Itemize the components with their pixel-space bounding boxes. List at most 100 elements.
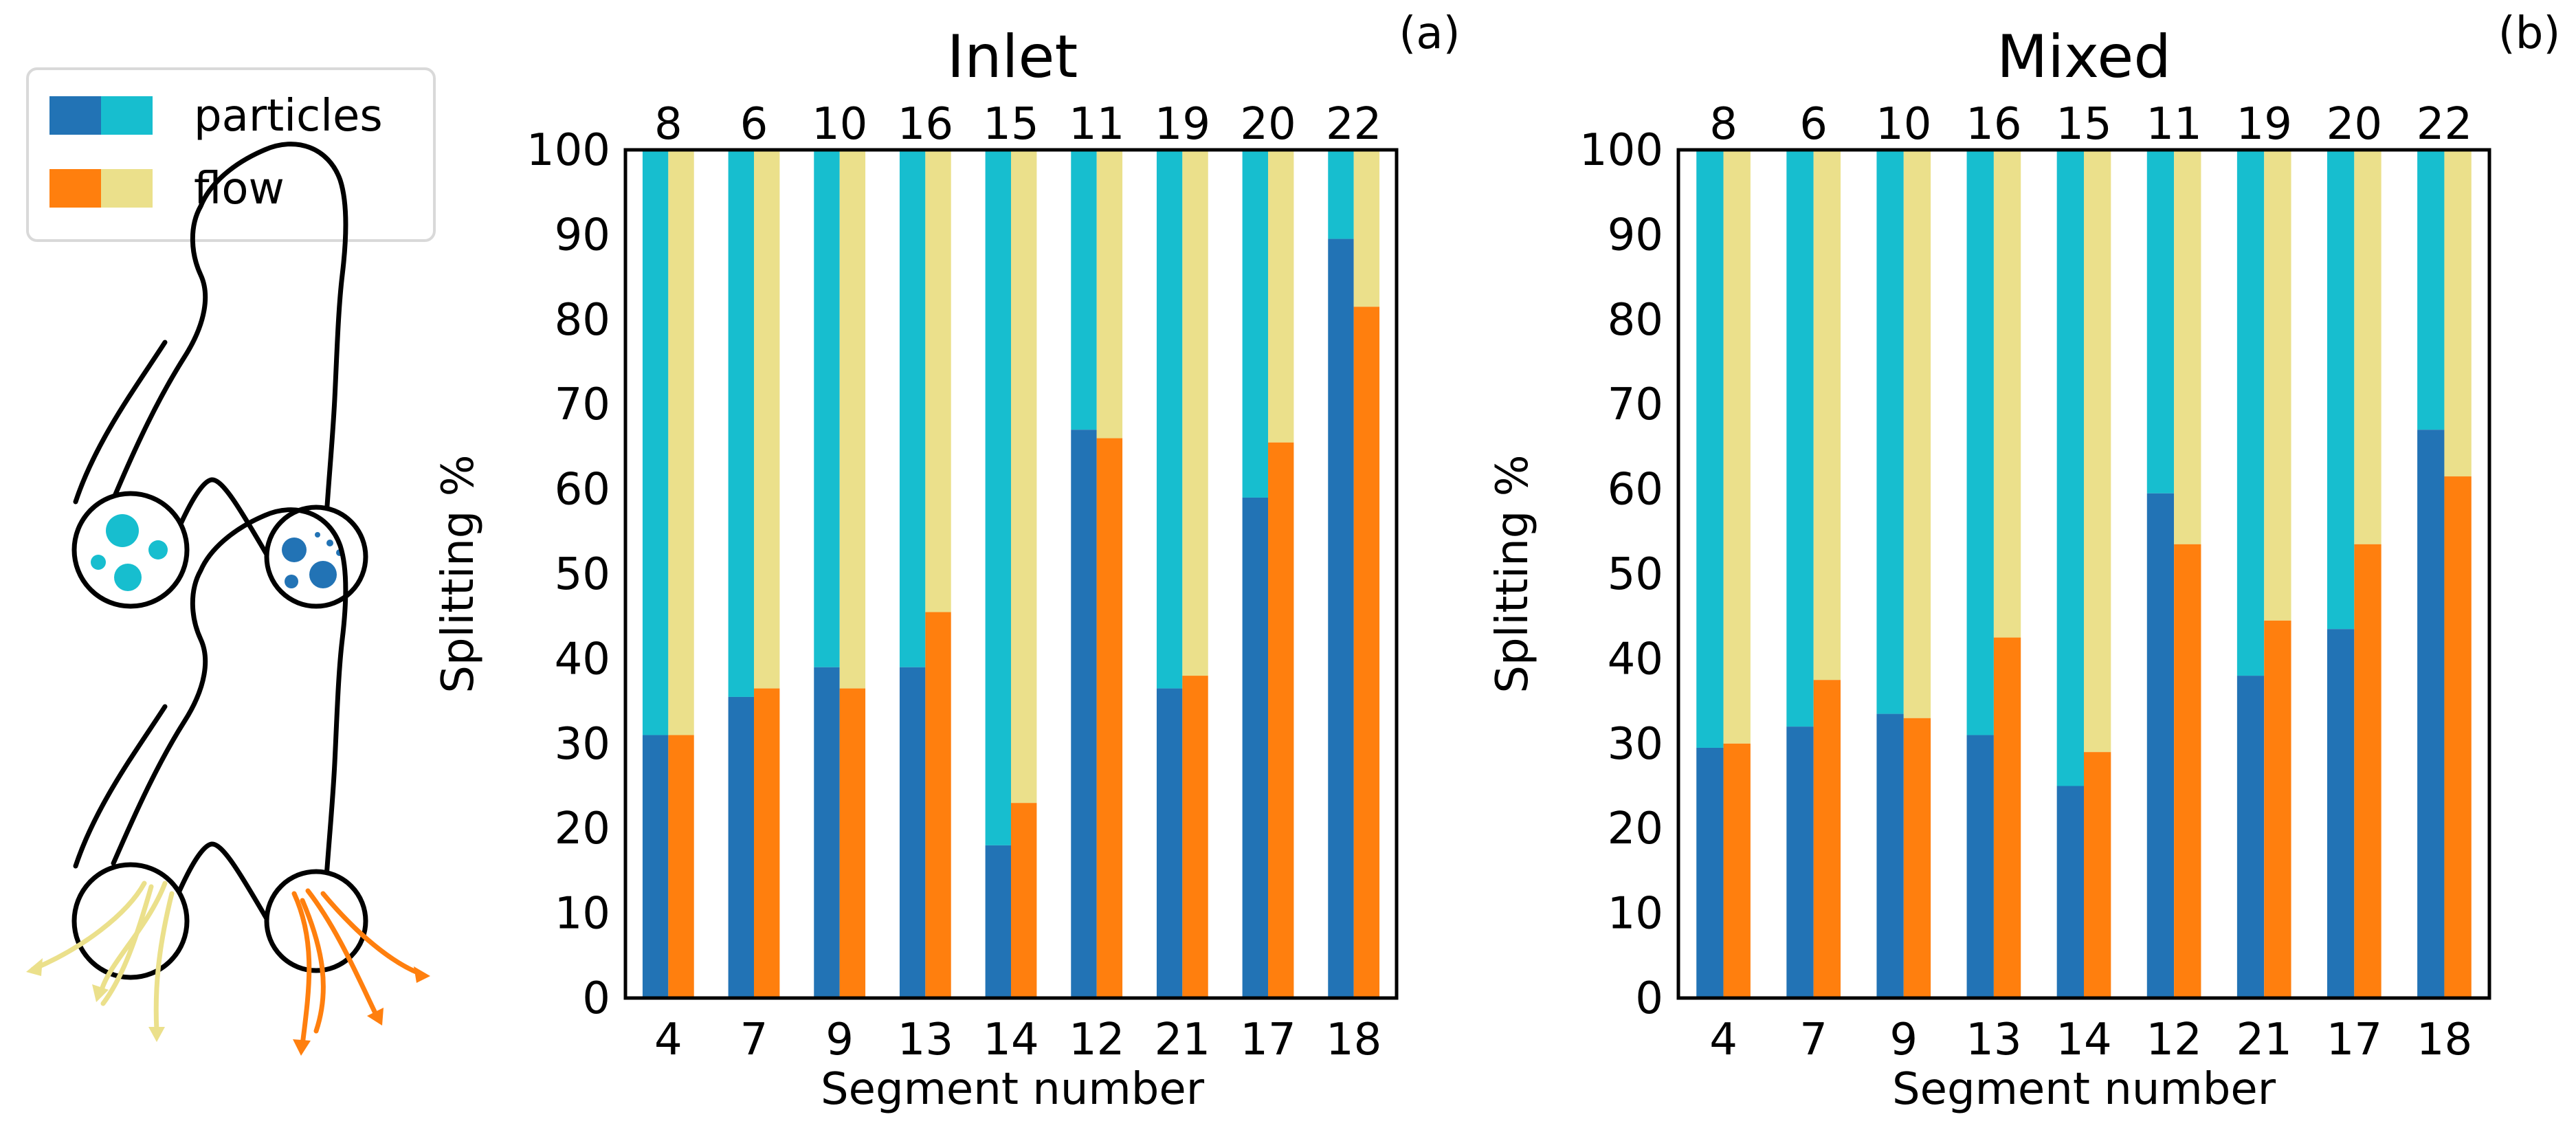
x-ticks-inlet: 4 7 9 13 14 12 21 17 18: [654, 1015, 1381, 1065]
bars-group-inlet: [642, 150, 1380, 998]
x-tick-label-inlet-18: 18: [1326, 1015, 1381, 1065]
outlet-left-particles: [71, 491, 190, 609]
y-axis-label-inlet: Splitting %: [433, 454, 484, 693]
bar-inlet-flow-complement-13: [925, 150, 951, 612]
streamline-right-4: [300, 898, 326, 1034]
bar-inlet-flow-14: [1011, 803, 1037, 998]
particle-large-left-4: [91, 555, 106, 570]
y-ticks-mixed: 0 10 20 30 40 50 60 70 80 90 100: [1579, 125, 1663, 1024]
top-tick-label-inlet-16: 16: [898, 99, 953, 150]
streamline-left-2: [99, 880, 168, 993]
arrowhead-left-2: [92, 984, 109, 1002]
x-tick-label-inlet-17: 17: [1240, 1015, 1296, 1065]
particle-large-left-1: [106, 514, 139, 547]
y-tick-label-mixed-40: 40: [1608, 634, 1663, 685]
streamline-right-3: [320, 891, 422, 976]
streamline-left-1: [30, 880, 147, 972]
particle-large-left-2: [114, 564, 142, 591]
bar-inlet-flow-17: [1268, 442, 1294, 998]
y-ticks-inlet: 0 10 20 30 40 50 60 70 80 90 100: [526, 125, 610, 1024]
outlet-left-flow: [71, 862, 190, 980]
top-tick-label-mixed-16: 16: [1966, 99, 2021, 150]
bar-mixed-particles-21: [2236, 676, 2265, 998]
top-ticks-inlet: 8 6 10 16 15 11 19 20 22: [654, 99, 1381, 150]
bar-mixed-flow-9: [1903, 718, 1931, 998]
y-tick-label-mixed-10: 10: [1608, 889, 1663, 940]
y-tick-label-mixed-0: 0: [1635, 973, 1663, 1024]
flow-streamlines-right: [291, 888, 422, 1048]
bar-mixed-particles-complement-13: [1966, 150, 1994, 735]
x-tick-label-inlet-4: 4: [654, 1015, 682, 1065]
bar-mixed-flow-complement-13: [1993, 150, 2021, 638]
bar-mixed-particles-17: [2327, 629, 2355, 998]
bar-mixed-particles-complement-4: [1696, 150, 1724, 748]
bar-inlet-particles-complement-4: [642, 150, 669, 735]
plot-frame-inlet: [623, 148, 1399, 1000]
bar-mixed-particles-complement-7: [1786, 150, 1814, 727]
outlet-right-particles: [264, 505, 368, 609]
x-tick-label-mixed-17: 17: [2327, 1015, 2382, 1065]
bar-inlet-particles-4: [642, 735, 669, 998]
bar-mixed-particles-complement-18: [2417, 150, 2445, 430]
x-axis-label-inlet: Segment number: [821, 1064, 1205, 1115]
panel-label-mixed: (b): [2498, 8, 2561, 59]
vessel-outline-flow: [111, 507, 348, 889]
bar-inlet-flow-complement-18: [1353, 150, 1380, 307]
bar-inlet-particles-17: [1242, 497, 1268, 998]
bar-mixed-flow-complement-12: [2174, 150, 2201, 544]
x-tick-label-inlet-13: 13: [898, 1015, 953, 1065]
particle-small-right-1: [282, 538, 307, 562]
plot-frame-mixed: [1676, 148, 2491, 1000]
top-tick-label-mixed-10: 10: [1876, 99, 1931, 150]
bar-inlet-particles-14: [985, 845, 1011, 998]
bar-inlet-particles-complement-21: [1156, 150, 1183, 689]
top-tick-label-inlet-20: 20: [1240, 99, 1296, 150]
x-tick-label-mixed-4: 4: [1709, 1015, 1737, 1065]
x-tick-label-mixed-13: 13: [1966, 1015, 2021, 1065]
bar-mixed-flow-complement-18: [2444, 150, 2472, 477]
bar-inlet-flow-18: [1353, 307, 1380, 998]
y-tick-label-inlet-70: 70: [555, 379, 610, 430]
bar-inlet-flow-12: [1096, 438, 1123, 998]
legend-label-flow: flow: [194, 164, 285, 214]
bifurcation-particles-illustration: [71, 142, 368, 609]
bar-inlet-flow-21: [1182, 676, 1208, 998]
y-tick-label-mixed-50: 50: [1608, 549, 1663, 600]
bar-mixed-flow-18: [2444, 476, 2472, 998]
bar-inlet-particles-18: [1328, 239, 1354, 998]
top-tick-label-inlet-6: 6: [740, 99, 768, 150]
legend-swatch-flow-left: [49, 169, 101, 208]
x-tick-label-mixed-14: 14: [2056, 1015, 2111, 1065]
top-tick-label-mixed-22: 22: [2417, 99, 2472, 150]
top-tick-label-mixed-19: 19: [2236, 99, 2292, 150]
arrowhead-right-1: [293, 1039, 311, 1056]
bar-mixed-particles-18: [2417, 430, 2445, 998]
x-tick-label-mixed-7: 7: [1799, 1015, 1828, 1065]
x-tick-label-mixed-21: 21: [2236, 1015, 2292, 1065]
bar-inlet-flow-9: [839, 688, 866, 998]
bar-mixed-particles-9: [1876, 713, 1904, 998]
bar-inlet-flow-complement-17: [1268, 150, 1294, 443]
bar-mixed-particles-complement-12: [2146, 150, 2175, 494]
particle-small-right-3: [285, 575, 298, 588]
bar-inlet-particles-7: [728, 696, 754, 998]
top-tick-label-inlet-11: 11: [1069, 99, 1124, 150]
x-tick-label-inlet-7: 7: [740, 1015, 768, 1065]
y-tick-label-mixed-70: 70: [1608, 379, 1663, 430]
y-tick-label-inlet-10: 10: [555, 889, 610, 940]
streamline-right-1: [291, 891, 312, 1048]
bar-mixed-particles-complement-17: [2327, 150, 2355, 630]
bar-inlet-flow-complement-9: [839, 150, 866, 689]
bar-inlet-flow-complement-21: [1182, 150, 1208, 676]
bar-mixed-flow-complement-21: [2264, 150, 2291, 621]
streamline-left-3: [153, 891, 175, 1034]
bar-mixed-flow-14: [2084, 752, 2111, 998]
bar-mixed-flow-complement-17: [2354, 150, 2381, 544]
legend-swatch-particles-left: [49, 96, 101, 135]
bar-inlet-flow-4: [668, 735, 694, 998]
y-tick-label-mixed-30: 30: [1608, 719, 1663, 770]
bar-inlet-particles-complement-17: [1242, 150, 1268, 498]
flow-arrowheads-right: [293, 966, 430, 1056]
bar-inlet-flow-13: [925, 612, 951, 998]
